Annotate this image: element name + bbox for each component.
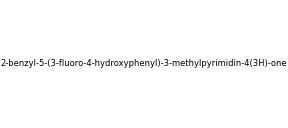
Text: 2-benzyl-5-(3-fluoro-4-hydroxyphenyl)-3-methylpyrimidin-4(3H)-one: 2-benzyl-5-(3-fluoro-4-hydroxyphenyl)-3-…: [1, 60, 287, 68]
